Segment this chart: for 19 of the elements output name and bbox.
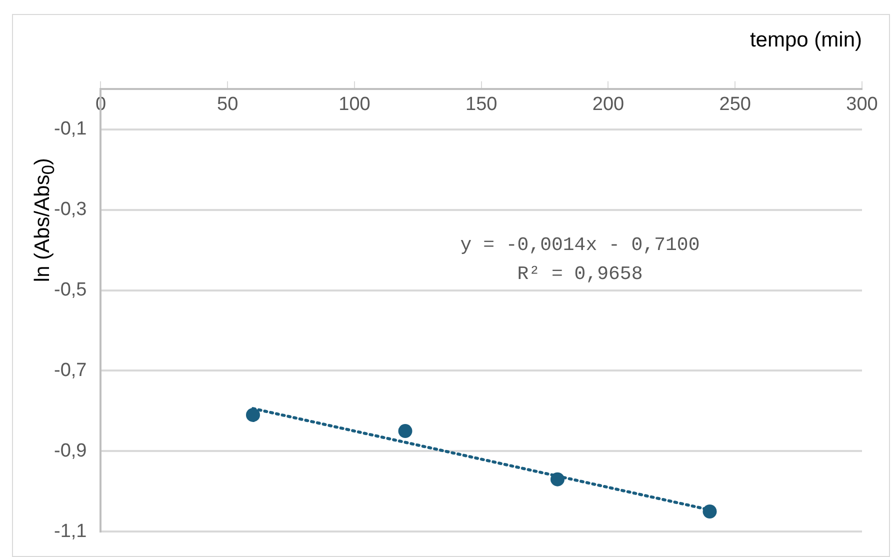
point — [398, 424, 412, 438]
y-tick-label: -0,5 — [54, 280, 87, 301]
x-axis-title: tempo (min) — [750, 28, 862, 52]
x-tick-label: 250 — [719, 94, 751, 115]
y-tick-label: -1,1 — [54, 520, 87, 542]
x-tick-label: 150 — [466, 94, 498, 115]
point — [550, 472, 564, 486]
y-tick-label: -0,9 — [54, 440, 87, 462]
annotation: y = -0,0014x - 0,7100 — [460, 234, 700, 256]
y-tick-label: -0,3 — [54, 199, 87, 220]
y-tick-label: -0,7 — [54, 360, 87, 381]
point — [702, 504, 717, 518]
y-tick-label: -0,1 — [54, 118, 87, 140]
point — [246, 408, 260, 422]
x-tick-label: 50 — [217, 94, 238, 115]
x-tick-label: 100 — [338, 94, 370, 115]
annotation: R² = 0,9658 — [517, 263, 643, 286]
x-tick-label: 200 — [592, 94, 624, 115]
x-tick-label: 300 — [846, 94, 878, 115]
